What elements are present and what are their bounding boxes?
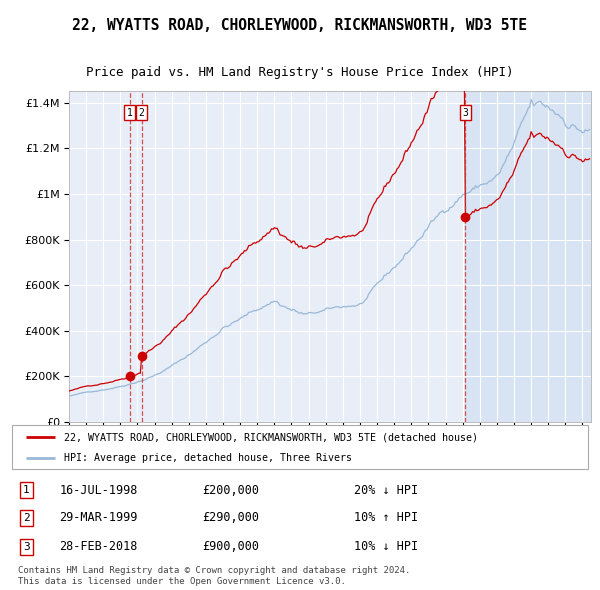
Text: 10% ↓ HPI: 10% ↓ HPI [355, 540, 418, 553]
Text: Contains HM Land Registry data © Crown copyright and database right 2024.
This d: Contains HM Land Registry data © Crown c… [18, 566, 410, 585]
Text: 3: 3 [23, 542, 30, 552]
Text: 22, WYATTS ROAD, CHORLEYWOOD, RICKMANSWORTH, WD3 5TE: 22, WYATTS ROAD, CHORLEYWOOD, RICKMANSWO… [73, 18, 527, 33]
Text: 28-FEB-2018: 28-FEB-2018 [59, 540, 137, 553]
Text: 29-MAR-1999: 29-MAR-1999 [59, 511, 137, 525]
Text: 1: 1 [127, 108, 133, 118]
Text: 10% ↑ HPI: 10% ↑ HPI [355, 511, 418, 525]
Text: £200,000: £200,000 [202, 484, 259, 497]
Text: 2: 2 [23, 513, 30, 523]
Text: 1: 1 [23, 486, 30, 495]
Text: £900,000: £900,000 [202, 540, 259, 553]
Text: HPI: Average price, detached house, Three Rivers: HPI: Average price, detached house, Thre… [64, 453, 352, 463]
Text: 22, WYATTS ROAD, CHORLEYWOOD, RICKMANSWORTH, WD3 5TE (detached house): 22, WYATTS ROAD, CHORLEYWOOD, RICKMANSWO… [64, 432, 478, 442]
Text: 3: 3 [463, 108, 469, 118]
Bar [466, 91, 591, 422]
Text: £290,000: £290,000 [202, 511, 259, 525]
Text: 2: 2 [139, 108, 145, 118]
FancyBboxPatch shape [12, 425, 588, 469]
Text: 16-JUL-1998: 16-JUL-1998 [59, 484, 137, 497]
Text: Price paid vs. HM Land Registry's House Price Index (HPI): Price paid vs. HM Land Registry's House … [86, 66, 514, 79]
Text: 20% ↓ HPI: 20% ↓ HPI [355, 484, 418, 497]
